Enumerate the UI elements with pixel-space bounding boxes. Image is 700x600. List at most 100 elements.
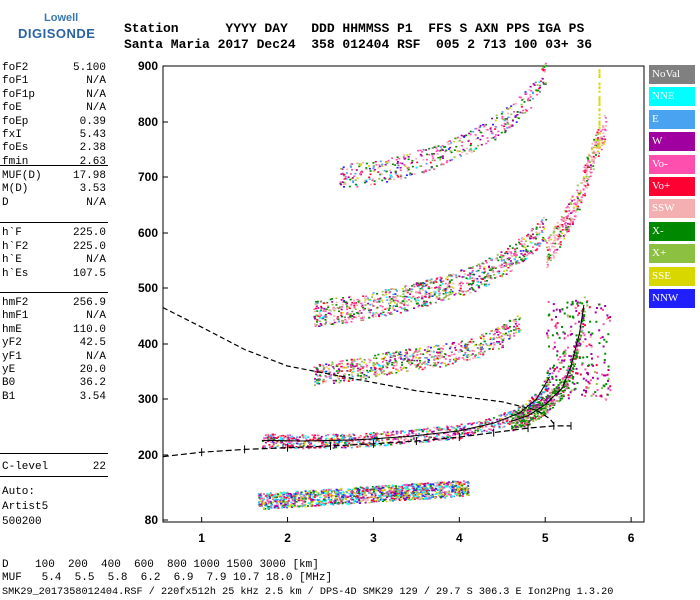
echo-point [506, 119, 509, 122]
echo-point [400, 177, 403, 180]
echo-point [433, 363, 436, 365]
echo-point [471, 271, 474, 273]
echo-point [453, 429, 456, 432]
echo-point [425, 497, 428, 499]
echo-point [544, 413, 547, 415]
echo-point [435, 427, 438, 430]
echo-point [273, 498, 276, 501]
echo-point [295, 492, 298, 494]
echo-point [318, 441, 321, 443]
echo-point [268, 444, 271, 446]
echo-point [365, 363, 368, 365]
echo-point [422, 495, 425, 497]
echo-point [419, 366, 422, 368]
echo-point [552, 403, 555, 406]
echo-point [327, 501, 330, 504]
echo-point [330, 497, 333, 499]
echo-point [407, 362, 410, 364]
echo-point [325, 308, 328, 311]
echo-point [425, 351, 428, 354]
echo-point [341, 304, 344, 306]
echo-point [272, 434, 274, 436]
echo-point [292, 503, 295, 505]
echo-point [276, 502, 279, 504]
echo-point [263, 493, 265, 495]
echo-point [456, 433, 459, 435]
echo-point [444, 358, 447, 360]
echo-point [509, 326, 511, 328]
echo-point [344, 301, 347, 304]
echo-point [410, 173, 413, 175]
echo-point [508, 334, 511, 336]
echo-point [536, 247, 539, 250]
echo-point [306, 493, 309, 495]
echo-point [284, 498, 287, 500]
echo-point [529, 99, 531, 102]
echo-point [534, 393, 537, 396]
echo-point [506, 118, 508, 120]
echo-point [383, 177, 386, 179]
echo-point [571, 211, 574, 214]
echo-point [461, 357, 464, 359]
echo-point [418, 296, 420, 298]
echo-point [437, 433, 440, 436]
echo-point [262, 446, 264, 448]
echo-point [422, 441, 425, 443]
echo-point [320, 438, 323, 440]
echo-point [367, 488, 370, 491]
echo-point [488, 274, 490, 277]
echo-point [490, 268, 493, 270]
echo-point [447, 148, 450, 150]
echo-point [571, 218, 574, 221]
echo-point [359, 376, 362, 379]
echo-point [367, 445, 370, 448]
echo-point [341, 298, 344, 300]
echo-point [464, 135, 467, 137]
echo-point [368, 176, 371, 179]
echo-point [585, 177, 588, 179]
echo-point [562, 394, 565, 396]
echo-point [509, 420, 511, 423]
echo-point [275, 437, 278, 439]
echo-point [413, 495, 416, 497]
echo-point [489, 338, 492, 340]
echo-point [416, 303, 419, 306]
echo-point [388, 485, 391, 487]
echo-point [272, 495, 275, 498]
echo-point [498, 336, 500, 339]
echo-point [412, 493, 415, 496]
echo-point [490, 258, 493, 260]
echo-point [282, 505, 285, 508]
echo-point [348, 442, 351, 445]
echo-point [546, 266, 549, 269]
echo-point [444, 492, 447, 495]
echo-point [285, 497, 288, 499]
echo-point [386, 435, 389, 438]
echo-point [422, 148, 425, 151]
echo-point [386, 373, 389, 376]
echo-point [362, 369, 365, 372]
echo-point [430, 292, 433, 294]
echo-point [413, 359, 416, 362]
echo-point [274, 433, 277, 436]
echo-point [325, 302, 328, 305]
echo-point [479, 124, 482, 127]
echo-point [453, 341, 455, 344]
echo-point [388, 296, 391, 298]
echo-point [270, 494, 273, 496]
echo-point [340, 497, 343, 500]
echo-point [324, 381, 327, 383]
echo-point [474, 354, 477, 356]
echo-point [473, 279, 475, 282]
echo-point [500, 258, 503, 260]
echo-point [473, 422, 475, 424]
echo-point [453, 149, 456, 151]
echo-point [433, 168, 436, 170]
echo-point [569, 375, 572, 377]
echo-point [427, 361, 430, 363]
echo-point [314, 437, 317, 440]
echo-point [528, 413, 531, 415]
echo-point [514, 115, 517, 117]
echo-point [494, 267, 497, 269]
